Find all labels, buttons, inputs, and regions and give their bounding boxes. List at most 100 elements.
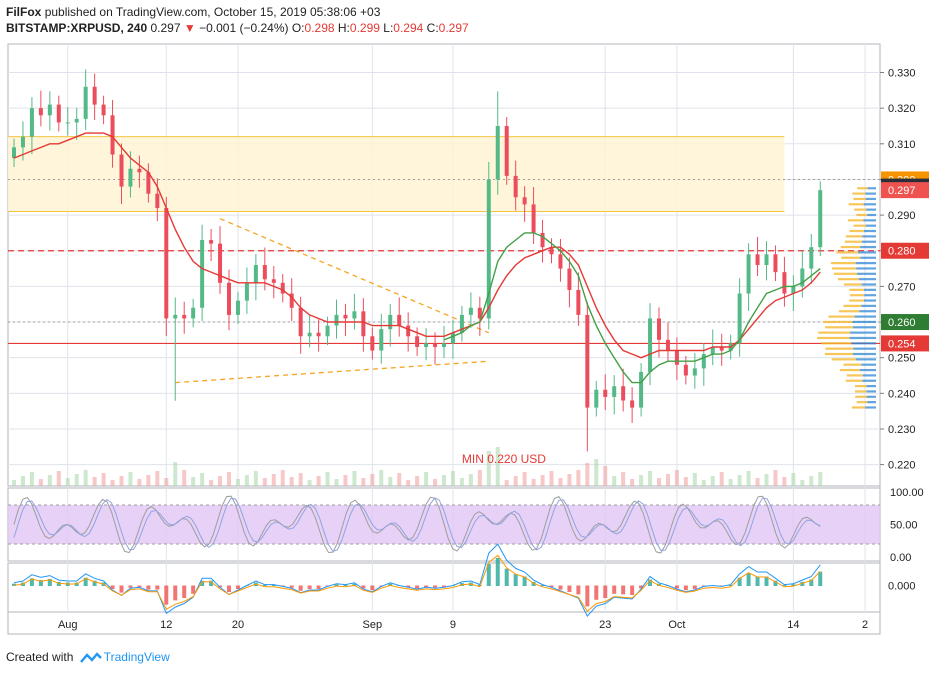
- volume-bar: [146, 475, 150, 486]
- volume-bar: [702, 480, 706, 486]
- macd-histogram-bar: [415, 586, 419, 589]
- candle-body: [684, 365, 688, 376]
- volume-bar: [12, 480, 16, 486]
- macd-histogram-bar: [621, 586, 625, 595]
- volume-profile-bar: [867, 385, 876, 387]
- volume-bar: [102, 473, 106, 486]
- candle-body: [173, 315, 177, 319]
- volume-profile-bar: [839, 310, 859, 312]
- volume-profile-bar: [857, 273, 876, 275]
- volume-profile-bar: [867, 396, 876, 398]
- volume-profile-bar: [859, 278, 876, 280]
- macd-histogram-bar: [299, 586, 303, 591]
- candle-body: [191, 308, 195, 319]
- volume-bar: [379, 470, 383, 486]
- candle-body: [612, 386, 616, 397]
- time-tick-label: 14: [787, 619, 799, 631]
- candle-body: [765, 254, 769, 265]
- macd-histogram-bar: [675, 586, 679, 589]
- volume-bar: [603, 466, 607, 486]
- tradingview-link[interactable]: TradingView: [104, 650, 170, 664]
- candle-body: [514, 176, 518, 197]
- volume-profile-bar: [868, 187, 876, 189]
- volume-bar: [308, 480, 312, 486]
- candle-body: [424, 343, 428, 347]
- candle-body: [773, 254, 777, 272]
- candle-body: [747, 254, 751, 293]
- volume-bar: [352, 471, 356, 486]
- candle-body: [120, 155, 124, 187]
- volume-bar: [84, 470, 88, 486]
- volume-profile-bar: [862, 241, 876, 243]
- volume-bar: [317, 476, 321, 486]
- volume-bar: [818, 472, 822, 486]
- volume-profile-bar: [849, 289, 864, 291]
- volume-profile-bar: [847, 374, 863, 376]
- volume-profile-bar: [855, 396, 866, 398]
- volume-bar: [478, 470, 482, 486]
- candle-body: [21, 137, 25, 148]
- candle-body: [39, 108, 43, 115]
- volume-profile-bar: [852, 193, 865, 195]
- macd-histogram-bar: [818, 572, 822, 586]
- macd-histogram-bar: [173, 586, 177, 601]
- macd-histogram-bar: [227, 586, 231, 593]
- volume-bar: [657, 478, 661, 486]
- price-tick-label: 0.270: [888, 281, 916, 293]
- volume-bar: [209, 480, 213, 486]
- volume-bar: [747, 471, 751, 486]
- volume-bar: [630, 479, 634, 486]
- volume-profile-bar: [865, 406, 876, 408]
- macd-histogram-bar: [576, 586, 580, 595]
- volume-profile-bar: [867, 401, 876, 403]
- volume-profile-bar: [856, 267, 876, 269]
- time-axis: [8, 612, 880, 634]
- candle-body: [111, 115, 115, 154]
- candle-body: [451, 333, 455, 344]
- volume-profile-bar: [821, 342, 851, 344]
- created-with-text: Created with: [6, 650, 73, 664]
- volume-profile-bar: [836, 251, 858, 253]
- volume-bar: [397, 473, 401, 486]
- min-annotation: MIN 0.220 USD: [462, 452, 546, 466]
- volume-profile-bar: [857, 401, 868, 403]
- volume-bar: [335, 479, 339, 486]
- volume-profile-bar: [850, 294, 864, 296]
- candle-body: [541, 233, 545, 247]
- volume-bar: [39, 479, 43, 486]
- candle-body: [693, 368, 697, 375]
- volume-profile-bar: [853, 326, 876, 328]
- volume-profile-bar: [834, 273, 857, 275]
- volume-bar: [245, 475, 249, 486]
- candle-body: [442, 343, 446, 347]
- candle-body: [326, 326, 330, 337]
- volume-bar: [469, 474, 473, 486]
- candle-body: [263, 265, 267, 279]
- time-tick-label: 9: [450, 619, 456, 631]
- candle-body: [93, 87, 97, 105]
- volume-profile-bar: [856, 358, 876, 360]
- macd-histogram-bar: [603, 586, 607, 599]
- candle-body: [254, 265, 258, 283]
- volume-bar: [155, 471, 159, 486]
- volume-bar: [361, 478, 365, 486]
- candle-body: [236, 301, 240, 315]
- candle-body: [388, 315, 392, 329]
- candle-body: [585, 315, 589, 408]
- candle-body: [57, 105, 61, 123]
- volume-profile-bar: [849, 230, 864, 232]
- candle-body: [379, 329, 383, 350]
- volume-profile-bar: [832, 267, 856, 269]
- volume-profile-bar: [828, 315, 854, 317]
- volume-bar: [21, 476, 25, 486]
- volume-bar: [756, 478, 760, 486]
- candle-body: [317, 333, 321, 337]
- candle-body: [567, 269, 571, 290]
- candle-body: [469, 308, 473, 315]
- volume-profile-bar: [846, 235, 863, 237]
- volume-bar: [791, 473, 795, 486]
- volume-profile-bar: [841, 246, 860, 248]
- macd-histogram-bar: [567, 586, 571, 593]
- macd-histogram-bar: [585, 586, 589, 607]
